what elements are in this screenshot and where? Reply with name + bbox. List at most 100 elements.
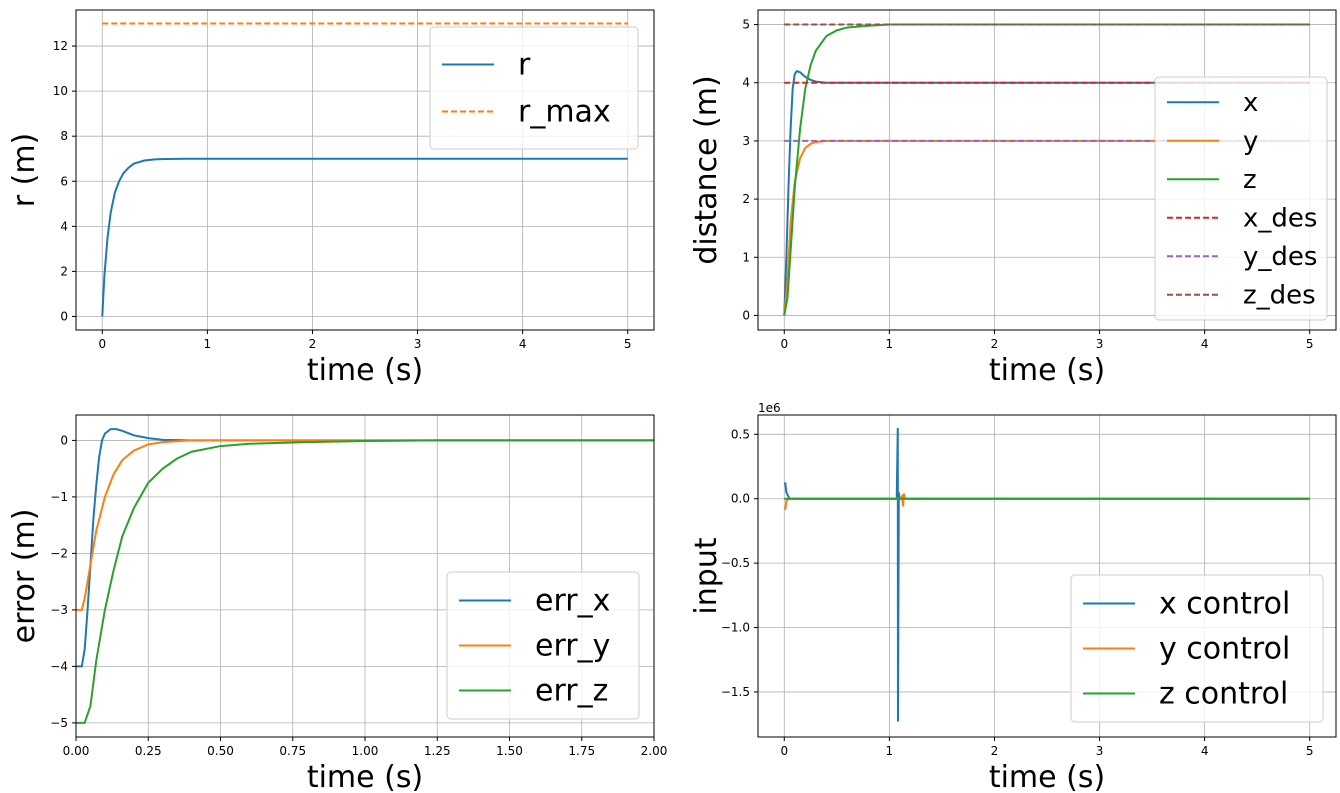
x-tick-label: 2.00 (641, 744, 668, 758)
plot-frame (757, 414, 1337, 738)
y-tick-label: 0.0 (731, 492, 750, 506)
x-tick-label: 1.00 (352, 744, 379, 758)
x-tick-label: 2 (991, 744, 999, 758)
y-tick-label: 10 (53, 84, 68, 98)
legend-label: z_des (1243, 281, 1316, 311)
y-tick-label: −0.5 (721, 556, 750, 570)
series-line-y (783, 139, 1310, 316)
x-tick-label: 1 (886, 744, 894, 758)
y-tick-label: 0.5 (731, 427, 750, 441)
legend-label: x (1243, 88, 1258, 118)
legend: xyz x_des y_des z_des (1154, 76, 1328, 321)
x-tick-label: 4 (519, 337, 527, 351)
y-tick-label: −3 (50, 603, 68, 617)
series-line-r (101, 157, 628, 317)
series-line-err_z (76, 439, 654, 724)
x-tick-label: 4 (1201, 744, 1209, 758)
y-tick-label: 8 (60, 129, 68, 143)
y-tick-label: 4 (742, 76, 750, 90)
x-tick-label: 0.25 (135, 744, 162, 758)
legend-box (429, 26, 639, 150)
x-tick-label: 0.75 (279, 744, 306, 758)
series-line-y-control (784, 493, 1310, 511)
x-axis-label: time (s) (307, 353, 423, 388)
legend-label: r_max (518, 95, 611, 130)
legend-label: x_des (1243, 204, 1317, 234)
series-line-z (783, 23, 1310, 316)
y-tick-label: −1 (50, 490, 68, 504)
legend-label: x control (1159, 587, 1290, 622)
legend-label: err_x (535, 584, 610, 619)
series-group (76, 428, 654, 724)
x-axis-label: time (s) (307, 760, 423, 793)
x-axis-label: time (s) (989, 353, 1105, 388)
legend-label: y_des (1243, 242, 1317, 272)
y-tick-label: 0 (60, 309, 68, 323)
x-tick-label: 1.25 (424, 744, 451, 758)
legend-box (1070, 574, 1324, 723)
legend: x control y control z control (1070, 574, 1324, 723)
y-tick-label: −1.0 (721, 621, 750, 635)
legend: r r_max (429, 26, 639, 150)
series-line-err_y (76, 439, 654, 611)
y-axis-label: distance (m) (689, 75, 724, 264)
legend-label: r (518, 48, 531, 83)
y-scale-label: 1e6 (758, 401, 781, 415)
x-tick-label: 3 (1096, 337, 1104, 351)
y-tick-label: −5 (50, 716, 68, 730)
x-tick-label: 0 (98, 337, 106, 351)
series-group (784, 427, 1310, 722)
y-tick-label: 3 (742, 134, 750, 148)
plot-frame (75, 414, 655, 738)
y-tick-label: 4 (60, 219, 68, 233)
y-tick-label: −1.5 (721, 685, 750, 699)
x-tick-label: 0.00 (63, 744, 90, 758)
legend-label: z control (1159, 677, 1288, 712)
y-tick-label: −2 (50, 546, 68, 560)
x-tick-label: 5 (1306, 337, 1314, 351)
x-tick-label: 5 (1306, 744, 1314, 758)
y-axis-label: r (m) (7, 133, 42, 208)
legend-label: y (1243, 127, 1258, 157)
y-tick-label: 1 (742, 250, 750, 264)
x-tick-label: 1.50 (496, 744, 523, 758)
y-tick-label: −4 (50, 659, 68, 673)
legend-label: err_y (535, 629, 610, 664)
y-tick-label: 0 (60, 433, 68, 447)
legend-label: y control (1159, 632, 1290, 667)
y-tick-label: 12 (53, 39, 68, 53)
x-tick-label: 3 (414, 337, 422, 351)
x-tick-label: 1.75 (568, 744, 595, 758)
x-tick-label: 4 (1201, 337, 1209, 351)
x-tick-label: 0 (780, 337, 788, 351)
x-tick-label: 2 (991, 337, 999, 351)
y-axis-label: error (m) (7, 509, 42, 644)
x-tick-label: 5 (624, 337, 632, 351)
x-tick-label: 1 (204, 337, 212, 351)
y-tick-label: 2 (60, 264, 68, 278)
chart-4: 0 1 2 3 4 5 −1.5 −1.0 −0.5 0.0 0.5 time (s) input 1e6… (689, 401, 1337, 793)
x-tick-label: 0 (780, 744, 788, 758)
series-line-err_x (76, 428, 654, 668)
legend: err_x err_y err_z (446, 571, 640, 720)
y-tick-label: 0 (742, 308, 750, 322)
x-tick-label: 2 (309, 337, 317, 351)
series-group (101, 22, 628, 317)
chart-2: 0 1 2 3 4 5 0 1 2 3 4 5 time (s) distance (m) xyz x_des… (689, 9, 1337, 388)
legend-label: z (1243, 165, 1257, 195)
y-axis-label: input (689, 537, 724, 614)
y-tick-label: 6 (60, 174, 68, 188)
legend-box (1154, 76, 1328, 321)
x-tick-label: 1 (886, 337, 894, 351)
plot-frame (757, 9, 1337, 331)
x-axis-label: time (s) (989, 760, 1105, 793)
plot-frame (75, 9, 655, 331)
legend-box (446, 571, 640, 720)
legend-label: err_z (535, 674, 608, 709)
y-tick-label: 5 (742, 18, 750, 32)
y-tick-label: 2 (742, 192, 750, 206)
x-tick-label: 3 (1096, 744, 1104, 758)
chart-3: 0.00 0.25 0.50 0.75 1.00 1.25 1.50 1.75 2.00 −5 −4… (7, 414, 668, 793)
